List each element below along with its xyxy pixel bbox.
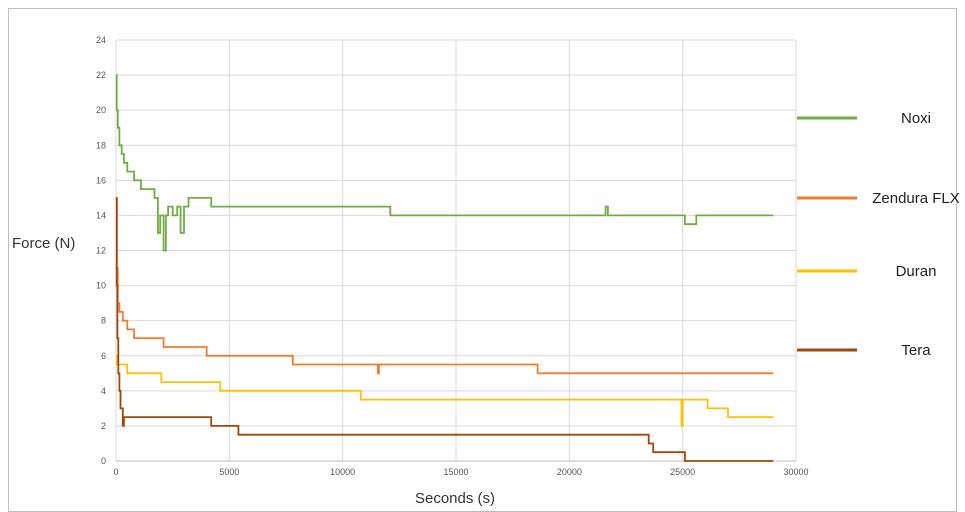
y-tick-label: 24 [96,35,106,45]
grid-lines [115,39,797,462]
series-lines [115,74,774,462]
y-tick-label: 16 [96,175,106,185]
x-tick-label: 15000 [443,467,468,477]
x-tick-label: 30000 [783,467,808,477]
x-tick-label: 0 [113,467,118,477]
legend: Noxi Zendura FLX Duran Tera [797,110,960,359]
legend-label: Duran [896,263,937,280]
y-tick-label: 12 [96,246,106,256]
y-tick-label: 6 [101,351,106,361]
series-line-duran [116,354,774,427]
y-tick-label: 10 [96,281,106,291]
x-tick-label: 10000 [330,467,355,477]
y-tick-label: 14 [96,210,106,220]
x-tick-label: 5000 [219,467,239,477]
y-tick-label: 0 [101,456,106,466]
y-tick-label: 20 [96,105,106,115]
y-tick-label: 22 [96,70,106,80]
legend-label: Zendura FLX [872,190,960,207]
y-tick-label: 18 [96,140,106,150]
y-tick-label: 2 [101,421,106,431]
series-line-noxi [115,74,774,252]
x-tick-label: 20000 [557,467,582,477]
series-line-zendura-flx [116,197,774,375]
series-line-tera [115,197,774,462]
y-tick-label: 4 [101,386,106,396]
y-axis-title: Force (N) [12,235,75,252]
x-axis-title: Seconds (s) [415,490,495,507]
y-tick-label: 8 [101,316,106,326]
x-tick-label: 25000 [670,467,695,477]
chart-frame [8,8,957,512]
legend-label: Noxi [901,110,931,127]
legend-label: Tera [901,342,931,359]
